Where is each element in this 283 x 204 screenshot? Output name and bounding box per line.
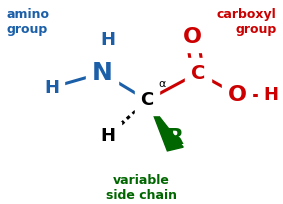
Text: H: H [44, 79, 59, 96]
Text: R: R [167, 128, 184, 148]
Text: O: O [228, 85, 247, 105]
Text: carboxyl
group: carboxyl group [217, 8, 277, 36]
Text: α: α [158, 79, 166, 89]
Text: amino
group: amino group [6, 8, 49, 36]
Text: O: O [183, 27, 202, 47]
Text: variable
side chain: variable side chain [106, 174, 177, 202]
Text: C: C [191, 64, 205, 83]
Polygon shape [149, 104, 183, 151]
Text: C: C [140, 91, 154, 109]
Text: H: H [100, 127, 115, 145]
Text: N: N [92, 61, 113, 85]
Text: H: H [263, 86, 278, 104]
Text: H: H [100, 31, 115, 50]
